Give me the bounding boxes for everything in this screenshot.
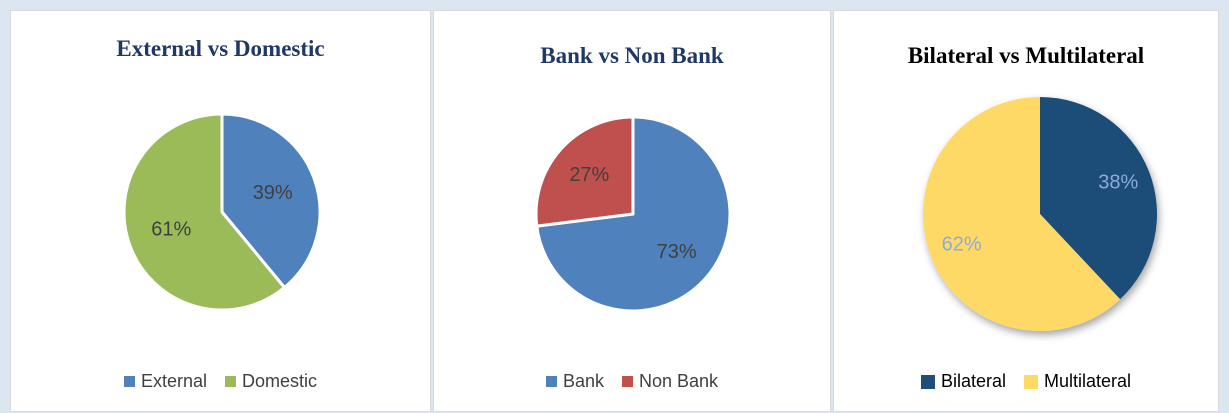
legend-item-bilateral: Bilateral [920, 371, 1006, 392]
data-label-non-bank: 27% [569, 164, 609, 186]
data-label-bilateral: 38% [1098, 171, 1138, 193]
legend-item-non-bank: Non Bank [621, 371, 719, 392]
pie-chart-bank-nonbank: 73% 27% [534, 115, 732, 313]
legend-label-multilateral: Multilateral [1044, 371, 1132, 391]
chart-legend: Bank Non Bank [434, 371, 830, 392]
pie-chart-bilateral-multilateral: 38% 62% [923, 97, 1157, 331]
legend-swatch-bilateral [920, 374, 935, 389]
legend-swatch-domestic [225, 376, 237, 387]
legend-swatch-external [123, 376, 135, 387]
legend-label-bank: Bank [562, 371, 604, 391]
pie-slice-non-bank [534, 115, 635, 228]
pie-slices [534, 115, 732, 313]
legend-item-multilateral: Multilateral [1024, 371, 1131, 392]
pie-slice-domestic [122, 112, 286, 312]
chart-title: External vs Domestic [116, 36, 325, 61]
legend-item-domestic: Domestic [225, 371, 317, 392]
legend-item-bank: Bank [545, 371, 604, 392]
data-label-external: 39% [253, 182, 293, 204]
data-label-domestic: 61% [151, 219, 191, 241]
legend-label-bilateral: Bilateral [940, 371, 1006, 391]
pie-slice-multilateral [923, 97, 1121, 331]
legend-label-non-bank: Non Bank [638, 371, 719, 391]
legend-label-external: External [140, 371, 208, 391]
chart-legend: Bilateral Multilateral [834, 371, 1218, 392]
legend-item-external: External [123, 371, 208, 392]
pie-chart-external-domestic: 39% 61% [122, 112, 322, 312]
pie-slices [122, 112, 322, 312]
pie-slice-bilateral [1040, 97, 1157, 300]
chart-legend: External Domestic [11, 371, 430, 392]
chart-title: Bank vs Non Bank [540, 43, 724, 68]
data-label-multilateral: 62% [942, 233, 982, 255]
chart-panel-bilateral-multilateral: Bilateral vs Multilateral 38% 62% Bilater… [833, 10, 1219, 412]
pie-slice-external [220, 112, 322, 290]
chart-panel-bank-nonbank: Bank vs Non Bank 73% 27% Bank Non Bank [433, 10, 831, 412]
chart-title: Bilateral vs Multilateral [907, 43, 1145, 68]
legend-swatch-bank [545, 376, 557, 387]
chart-panel-external-domestic: External vs Domestic 39% 61% External Dom… [10, 10, 431, 412]
legend-swatch-multilateral [1024, 374, 1038, 389]
legend-swatch-non-bank [621, 376, 633, 387]
pie-slices [923, 97, 1157, 331]
data-label-bank: 73% [657, 241, 697, 263]
legend-label-domestic: Domestic [242, 371, 318, 391]
